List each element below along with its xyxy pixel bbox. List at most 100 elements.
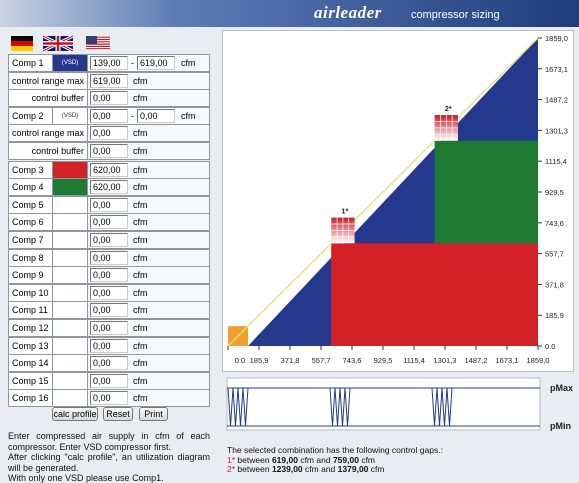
unit: cfm xyxy=(133,164,148,175)
range-max-input[interactable]: 619,00 xyxy=(137,56,175,70)
row-label: control range max xyxy=(9,72,88,89)
table-row: Comp 8 0,00 cfm xyxy=(8,248,210,267)
unit: cfm xyxy=(133,75,148,86)
y-tick-label: 929,5 xyxy=(545,188,564,197)
table-row: Comp 10 0,00 cfm xyxy=(8,283,210,302)
unit: cfm xyxy=(133,199,148,210)
table-row: Comp 2 (VSD) 0,00-0,00 cfm xyxy=(8,106,210,125)
button[interactable]: calc profile xyxy=(52,407,98,421)
row-label: control buffer xyxy=(9,90,88,107)
row-label: Comp 3 xyxy=(9,161,53,178)
x-tick-label: 1115,4 xyxy=(403,356,425,365)
gap-marker-label: 1* xyxy=(341,207,348,216)
type-cell xyxy=(53,214,88,231)
value-input[interactable]: 0,00 xyxy=(90,268,128,283)
value-input[interactable]: 0,00 xyxy=(90,391,128,406)
range-separator: - xyxy=(131,110,134,121)
row-label: Comp 16 xyxy=(9,390,53,407)
value-input[interactable]: 0,00 xyxy=(90,373,128,388)
unit: cfm xyxy=(133,358,148,369)
value-input[interactable]: 0,00 xyxy=(90,91,128,106)
row-label: Comp 5 xyxy=(9,196,53,213)
row-label: Comp 10 xyxy=(9,284,53,301)
demand-line xyxy=(227,37,539,347)
table-row: Comp 6 0,00 cfm xyxy=(8,213,210,232)
compressor-region xyxy=(434,140,538,244)
flag-uk[interactable] xyxy=(42,34,74,53)
unit: cfm xyxy=(133,340,148,351)
table-row: Comp 4 620,00 cfm xyxy=(8,178,210,197)
y-tick-label: 0.0 xyxy=(545,342,555,351)
value-input[interactable]: 0,00 xyxy=(90,144,128,158)
x-tick-label: 557,7 xyxy=(312,356,331,365)
table-row: Comp 1 (VSD) 139,00-619,00 cfm xyxy=(8,54,210,72)
value-input[interactable]: 0,00 xyxy=(90,215,128,230)
value-input[interactable]: 0,00 xyxy=(90,338,128,353)
row-label: Comp 13 xyxy=(9,337,53,354)
gap-summary: The selected combination has the followi… xyxy=(227,445,567,475)
x-tick-label: 1301,3 xyxy=(434,356,457,365)
type-cell xyxy=(53,355,88,372)
gap-text: between xyxy=(237,454,270,465)
flag-de[interactable] xyxy=(11,36,33,51)
value-input[interactable]: 0,00 xyxy=(90,303,128,318)
row-label: Comp 14 xyxy=(9,355,53,372)
table-row: control range max 619,00 cfm xyxy=(8,71,210,90)
unit: cfm xyxy=(133,234,148,245)
value-input[interactable]: 619,00 xyxy=(90,73,128,88)
range-max-input[interactable]: 0,00 xyxy=(137,108,175,123)
x-tick-label: 1673,1 xyxy=(496,356,519,365)
gap-end: cfm xyxy=(361,454,376,465)
range-separator: - xyxy=(131,58,134,68)
value-input[interactable]: 0,00 xyxy=(90,285,128,300)
type-cell: (VSD) xyxy=(53,107,88,124)
y-tick-label: 1673,1 xyxy=(545,65,568,74)
table-row: Comp 11 0,00 cfm xyxy=(8,301,210,320)
unit: cfm xyxy=(133,393,148,404)
button[interactable]: Print xyxy=(139,407,168,421)
gap-intro: The selected combination has the followi… xyxy=(227,445,443,455)
type-cell xyxy=(53,319,88,336)
gap-line: 1* between 619,00 cfm and 759,00 cfm xyxy=(227,454,567,466)
range-min-input[interactable]: 0,00 xyxy=(90,108,128,123)
unit: cfm xyxy=(133,375,148,386)
button[interactable]: Reset xyxy=(103,407,133,421)
pressure-oscillation xyxy=(431,387,453,427)
unit: cfm xyxy=(133,252,148,263)
value-input[interactable]: 0,00 xyxy=(90,197,128,212)
y-tick-label: 557,7 xyxy=(545,250,564,259)
row-label: Comp 1 xyxy=(9,55,53,71)
type-cell xyxy=(53,372,88,389)
value-input[interactable]: 0,00 xyxy=(90,126,128,141)
value-input[interactable]: 0,00 xyxy=(90,320,128,335)
language-flags xyxy=(11,34,110,53)
table-row: Comp 9 0,00 cfm xyxy=(8,266,210,285)
compressor-region xyxy=(331,243,538,346)
value-input[interactable]: 0,00 xyxy=(90,232,128,247)
y-tick-label: 371,8 xyxy=(545,280,564,289)
row-label: Comp 2 xyxy=(9,107,53,124)
table-row: control buffer 0,00 cfm xyxy=(8,89,210,108)
unit: cfm xyxy=(133,287,148,298)
gap-mark: 1* xyxy=(227,454,236,465)
y-tick-label: 1115,4 xyxy=(545,157,567,166)
value-input[interactable]: 620,00 xyxy=(90,180,128,195)
value-input[interactable]: 620,00 xyxy=(90,162,128,177)
x-tick-label: 371,8 xyxy=(281,356,300,365)
y-tick-label: 1487,2 xyxy=(545,96,568,105)
table-row: Comp 15 0,00 cfm xyxy=(8,371,210,390)
value-input[interactable]: 0,00 xyxy=(90,250,128,265)
range-min-input[interactable]: 139,00 xyxy=(90,56,128,70)
gap-from: 1239,00 xyxy=(271,464,303,474)
table-row: control range max 0,00 cfm xyxy=(8,124,210,143)
type-cell xyxy=(53,231,88,248)
row-label: Comp 9 xyxy=(9,267,53,284)
header-bar xyxy=(0,0,579,27)
x-tick-label: 0.0 xyxy=(235,356,245,365)
flag-us[interactable] xyxy=(86,36,110,51)
value-input[interactable]: 0,00 xyxy=(90,356,128,371)
instruction-line: Enter compressed air supply in cfm of ea… xyxy=(8,431,210,452)
type-cell: (VSD) xyxy=(53,55,88,71)
subtitle: compressor sizing xyxy=(411,9,500,21)
